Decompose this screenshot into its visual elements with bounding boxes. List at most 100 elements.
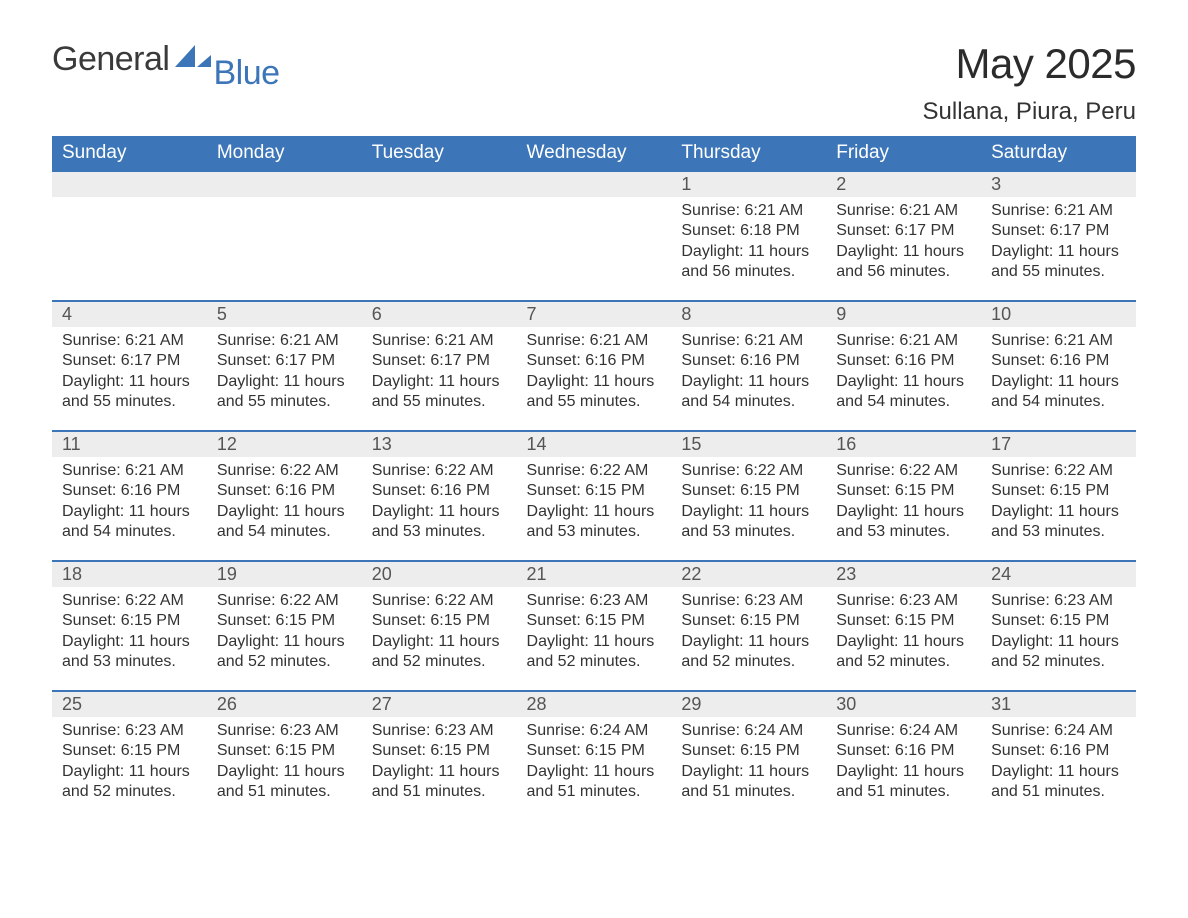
weekday-header-row: Sunday Monday Tuesday Wednesday Thursday… bbox=[52, 136, 1136, 171]
brand-mark-icon bbox=[175, 45, 211, 67]
daylight-text: Daylight: 11 hours and 54 minutes. bbox=[62, 502, 197, 543]
day-detail-cell bbox=[52, 197, 207, 301]
day-detail-cell: Sunrise: 6:21 AMSunset: 6:16 PMDaylight:… bbox=[981, 327, 1136, 431]
sunset-text: Sunset: 6:15 PM bbox=[372, 611, 507, 631]
daylight-text: Daylight: 11 hours and 56 minutes. bbox=[836, 242, 971, 283]
daylight-text: Daylight: 11 hours and 54 minutes. bbox=[836, 372, 971, 413]
day-detail-cell bbox=[517, 197, 672, 301]
sunrise-text: Sunrise: 6:21 AM bbox=[372, 331, 507, 351]
page-title: May 2025 bbox=[956, 40, 1136, 88]
sunrise-text: Sunrise: 6:23 AM bbox=[372, 721, 507, 741]
day-detail-cell: Sunrise: 6:24 AMSunset: 6:16 PMDaylight:… bbox=[981, 717, 1136, 821]
daylight-text: Daylight: 11 hours and 55 minutes. bbox=[991, 242, 1126, 283]
day-number-cell: 8 bbox=[671, 301, 826, 327]
sunset-text: Sunset: 6:16 PM bbox=[527, 351, 662, 371]
sunset-text: Sunset: 6:16 PM bbox=[991, 351, 1126, 371]
sunrise-text: Sunrise: 6:22 AM bbox=[681, 461, 816, 481]
day-detail-cell: Sunrise: 6:21 AMSunset: 6:17 PMDaylight:… bbox=[52, 327, 207, 431]
sunset-text: Sunset: 6:16 PM bbox=[681, 351, 816, 371]
weekday-header: Friday bbox=[826, 136, 981, 171]
day-number-cell: 12 bbox=[207, 431, 362, 457]
sunset-text: Sunset: 6:15 PM bbox=[527, 611, 662, 631]
day-number-cell bbox=[207, 171, 362, 197]
day-detail-cell: Sunrise: 6:22 AMSunset: 6:16 PMDaylight:… bbox=[207, 457, 362, 561]
sunset-text: Sunset: 6:16 PM bbox=[217, 481, 352, 501]
daylight-text: Daylight: 11 hours and 54 minutes. bbox=[991, 372, 1126, 413]
day-detail-cell: Sunrise: 6:22 AMSunset: 6:15 PMDaylight:… bbox=[517, 457, 672, 561]
sunset-text: Sunset: 6:16 PM bbox=[372, 481, 507, 501]
daylight-text: Daylight: 11 hours and 51 minutes. bbox=[217, 762, 352, 803]
daylight-text: Daylight: 11 hours and 51 minutes. bbox=[372, 762, 507, 803]
day-number-cell: 27 bbox=[362, 691, 517, 717]
weekday-header: Sunday bbox=[52, 136, 207, 171]
day-detail-cell: Sunrise: 6:23 AMSunset: 6:15 PMDaylight:… bbox=[362, 717, 517, 821]
sunset-text: Sunset: 6:15 PM bbox=[991, 611, 1126, 631]
day-number-cell: 28 bbox=[517, 691, 672, 717]
sunrise-text: Sunrise: 6:23 AM bbox=[836, 591, 971, 611]
daylight-text: Daylight: 11 hours and 53 minutes. bbox=[991, 502, 1126, 543]
day-number-cell: 6 bbox=[362, 301, 517, 327]
sunrise-text: Sunrise: 6:22 AM bbox=[836, 461, 971, 481]
detail-row: Sunrise: 6:21 AMSunset: 6:16 PMDaylight:… bbox=[52, 457, 1136, 561]
header-row: General Blue May 2025 bbox=[52, 40, 1136, 88]
daylight-text: Daylight: 11 hours and 53 minutes. bbox=[681, 502, 816, 543]
weekday-header: Thursday bbox=[671, 136, 826, 171]
calendar-table: Sunday Monday Tuesday Wednesday Thursday… bbox=[52, 136, 1136, 821]
day-number-cell: 11 bbox=[52, 431, 207, 457]
sunrise-text: Sunrise: 6:22 AM bbox=[372, 461, 507, 481]
day-number-cell: 9 bbox=[826, 301, 981, 327]
brand-general-text: General bbox=[52, 40, 169, 79]
day-number-cell: 1 bbox=[671, 171, 826, 197]
sunset-text: Sunset: 6:15 PM bbox=[62, 611, 197, 631]
day-number-cell: 16 bbox=[826, 431, 981, 457]
day-detail-cell: Sunrise: 6:22 AMSunset: 6:15 PMDaylight:… bbox=[671, 457, 826, 561]
daylight-text: Daylight: 11 hours and 55 minutes. bbox=[62, 372, 197, 413]
weekday-header: Wednesday bbox=[517, 136, 672, 171]
sunset-text: Sunset: 6:17 PM bbox=[372, 351, 507, 371]
sunrise-text: Sunrise: 6:24 AM bbox=[991, 721, 1126, 741]
sunset-text: Sunset: 6:15 PM bbox=[527, 481, 662, 501]
daylight-text: Daylight: 11 hours and 54 minutes. bbox=[681, 372, 816, 413]
sunset-text: Sunset: 6:15 PM bbox=[836, 611, 971, 631]
sunrise-text: Sunrise: 6:21 AM bbox=[991, 331, 1126, 351]
day-number-cell: 24 bbox=[981, 561, 1136, 587]
day-number-cell: 19 bbox=[207, 561, 362, 587]
brand-logo: General Blue bbox=[52, 40, 280, 79]
day-detail-cell: Sunrise: 6:21 AMSunset: 6:16 PMDaylight:… bbox=[826, 327, 981, 431]
day-number-cell: 21 bbox=[517, 561, 672, 587]
day-detail-cell: Sunrise: 6:24 AMSunset: 6:15 PMDaylight:… bbox=[517, 717, 672, 821]
sunrise-text: Sunrise: 6:22 AM bbox=[62, 591, 197, 611]
sunset-text: Sunset: 6:17 PM bbox=[991, 221, 1126, 241]
day-number-cell: 13 bbox=[362, 431, 517, 457]
day-number-cell: 25 bbox=[52, 691, 207, 717]
sunset-text: Sunset: 6:16 PM bbox=[991, 741, 1126, 761]
sunset-text: Sunset: 6:15 PM bbox=[991, 481, 1126, 501]
sunrise-text: Sunrise: 6:22 AM bbox=[217, 591, 352, 611]
daylight-text: Daylight: 11 hours and 54 minutes. bbox=[217, 502, 352, 543]
day-detail-cell: Sunrise: 6:23 AMSunset: 6:15 PMDaylight:… bbox=[981, 587, 1136, 691]
sunrise-text: Sunrise: 6:21 AM bbox=[527, 331, 662, 351]
sunset-text: Sunset: 6:16 PM bbox=[836, 351, 971, 371]
day-detail-cell: Sunrise: 6:23 AMSunset: 6:15 PMDaylight:… bbox=[517, 587, 672, 691]
daylight-text: Daylight: 11 hours and 55 minutes. bbox=[372, 372, 507, 413]
daynum-row: 123 bbox=[52, 171, 1136, 197]
day-number-cell: 4 bbox=[52, 301, 207, 327]
day-detail-cell: Sunrise: 6:23 AMSunset: 6:15 PMDaylight:… bbox=[52, 717, 207, 821]
sunrise-text: Sunrise: 6:24 AM bbox=[681, 721, 816, 741]
sunrise-text: Sunrise: 6:24 AM bbox=[836, 721, 971, 741]
daynum-row: 11121314151617 bbox=[52, 431, 1136, 457]
day-detail-cell: Sunrise: 6:22 AMSunset: 6:15 PMDaylight:… bbox=[207, 587, 362, 691]
daylight-text: Daylight: 11 hours and 53 minutes. bbox=[372, 502, 507, 543]
day-number-cell: 23 bbox=[826, 561, 981, 587]
sunrise-text: Sunrise: 6:23 AM bbox=[681, 591, 816, 611]
day-detail-cell: Sunrise: 6:21 AMSunset: 6:16 PMDaylight:… bbox=[52, 457, 207, 561]
day-detail-cell: Sunrise: 6:24 AMSunset: 6:16 PMDaylight:… bbox=[826, 717, 981, 821]
day-detail-cell: Sunrise: 6:23 AMSunset: 6:15 PMDaylight:… bbox=[671, 587, 826, 691]
daylight-text: Daylight: 11 hours and 51 minutes. bbox=[836, 762, 971, 803]
sunrise-text: Sunrise: 6:22 AM bbox=[217, 461, 352, 481]
day-detail-cell: Sunrise: 6:24 AMSunset: 6:15 PMDaylight:… bbox=[671, 717, 826, 821]
sunrise-text: Sunrise: 6:24 AM bbox=[527, 721, 662, 741]
daylight-text: Daylight: 11 hours and 52 minutes. bbox=[836, 632, 971, 673]
sunset-text: Sunset: 6:17 PM bbox=[62, 351, 197, 371]
daylight-text: Daylight: 11 hours and 51 minutes. bbox=[527, 762, 662, 803]
